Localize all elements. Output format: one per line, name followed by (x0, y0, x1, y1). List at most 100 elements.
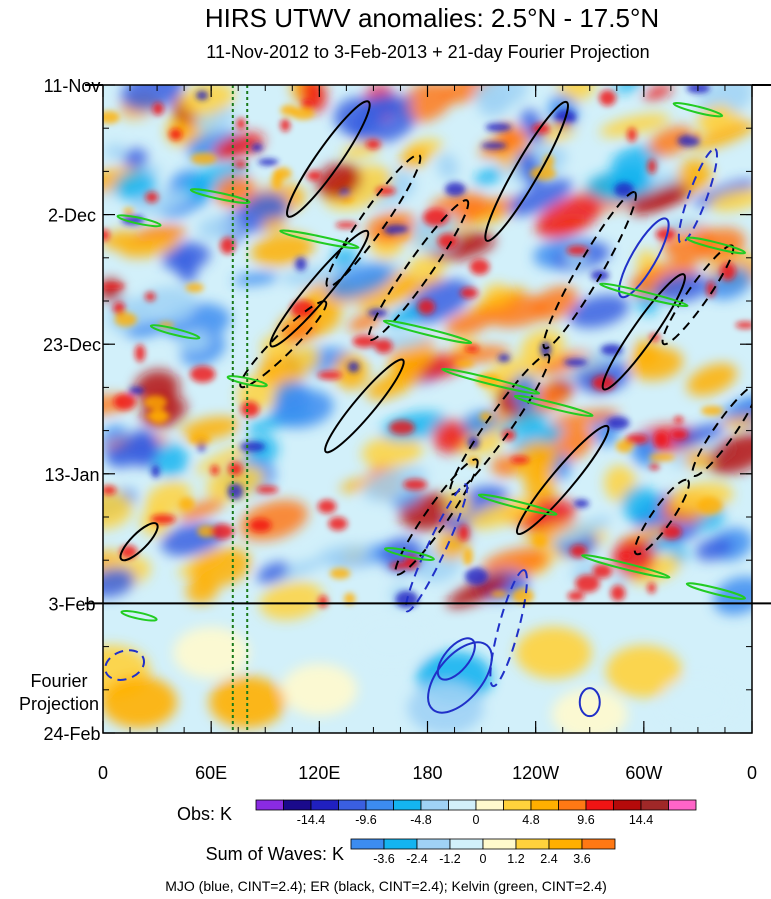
field-cell (621, 486, 659, 522)
field-core (258, 158, 279, 166)
field-cell (259, 350, 308, 387)
field-core (566, 245, 589, 256)
field-core (512, 588, 534, 604)
y-tick-label: 11-Nov (44, 76, 101, 96)
kelvin-contour (581, 554, 671, 579)
field-core (301, 99, 315, 110)
field-core (481, 142, 507, 150)
kelvin-contour (685, 582, 747, 600)
er-contour (119, 522, 159, 562)
field-core (306, 170, 322, 181)
waves-colorbar-tick-label: -1.2 (439, 852, 461, 866)
waves-colorbar: -3.6 -2.4 -1.2 0 1.2 2.4 3.6 (350, 838, 616, 866)
obs-colorbar-label: Obs: K (177, 804, 232, 824)
projection-cell (551, 688, 628, 733)
field-cell (119, 236, 179, 258)
kelvin-contour (382, 319, 473, 345)
obs-colorbar-tick-label: -14.4 (297, 813, 326, 827)
field-core (437, 233, 458, 249)
axes: 0 60E 120E 180 120W 60W 0 11-Nov 2-Dec 23-Dec 13-J… (43, 76, 757, 783)
field-core (417, 299, 436, 315)
field-cell (474, 85, 528, 108)
field-core (403, 479, 428, 491)
field-core (563, 358, 588, 367)
obs-colorbar-swatch (310, 799, 339, 811)
field-core (491, 590, 508, 597)
field-cell (446, 345, 511, 363)
field-cell (121, 85, 185, 111)
y-tick-label: 24-Feb (43, 724, 100, 744)
kelvin-contour (477, 493, 558, 516)
waves-colorbar-swatch (581, 838, 616, 850)
obs-colorbar-swatch (420, 799, 449, 811)
field-core (236, 117, 246, 130)
obs-colorbar-swatch (365, 799, 394, 811)
reference-longitude-lines (231, 85, 249, 733)
y-tick-label: 3-Feb (48, 594, 95, 614)
kelvin-contour (685, 236, 747, 255)
mjo-contour (436, 637, 476, 681)
field-cell (399, 85, 453, 123)
field-cell (296, 345, 320, 371)
field-cell (469, 287, 526, 313)
waves-colorbar-swatch (416, 838, 451, 850)
field-core (152, 102, 164, 116)
obs-colorbar-swatch (503, 799, 532, 811)
field-cell (103, 490, 133, 530)
waves-colorbar-tick-label: 1.2 (507, 852, 524, 866)
field-cell (408, 253, 447, 278)
mjo-contour (578, 687, 601, 718)
field-cell (212, 132, 265, 161)
field-cell (103, 166, 141, 194)
field-cell (259, 581, 324, 620)
field-cell (535, 194, 603, 239)
er-contour (661, 244, 735, 346)
field-core (610, 585, 626, 602)
field-cell (174, 248, 198, 284)
obs-colorbar-swatch (255, 799, 284, 811)
field-cell (497, 410, 549, 435)
field-core (339, 194, 354, 203)
field-cell (206, 465, 265, 500)
field-core (543, 154, 555, 169)
obs-colorbar-tick-label: -9.6 (355, 813, 377, 827)
field-core (497, 353, 511, 363)
field-core (195, 90, 209, 101)
field-core (190, 152, 217, 165)
obs-colorbar-tick-label: 14.4 (629, 813, 653, 827)
field-cell (466, 499, 535, 530)
field-core (592, 563, 613, 579)
obs-colorbar: -14.4 -9.6 -4.8 0 4.8 9.6 14.4 (255, 799, 697, 827)
field-core (720, 262, 736, 281)
field-cell (474, 167, 503, 186)
anomaly-field-detail (103, 85, 752, 609)
field-core (185, 283, 204, 293)
field-core (227, 483, 244, 500)
obs-colorbar-tick-label: 4.8 (522, 813, 539, 827)
field-cell (648, 126, 694, 157)
field-core (144, 292, 156, 302)
er-contour (542, 190, 637, 350)
field-core (469, 258, 490, 275)
field-core (210, 465, 219, 476)
field-core (113, 393, 136, 411)
field-core (627, 127, 637, 142)
field-core (240, 441, 266, 452)
field-cell (114, 170, 157, 201)
field-cell (281, 266, 344, 286)
waves-colorbar-tick-label: -2.4 (406, 852, 428, 866)
field-core (677, 134, 701, 147)
field-cell (194, 442, 259, 474)
field-core (103, 485, 117, 495)
field-cell (134, 369, 180, 406)
field-core (573, 499, 590, 508)
er-contour (448, 353, 551, 496)
er-contour (269, 229, 370, 348)
plot-area (103, 85, 752, 733)
field-core (575, 574, 600, 593)
waves-colorbar-swatch (515, 838, 550, 850)
projection-cell (209, 676, 286, 729)
x-tick-label: 60E (195, 763, 227, 783)
field-core (145, 191, 159, 203)
field-cell (432, 419, 468, 454)
